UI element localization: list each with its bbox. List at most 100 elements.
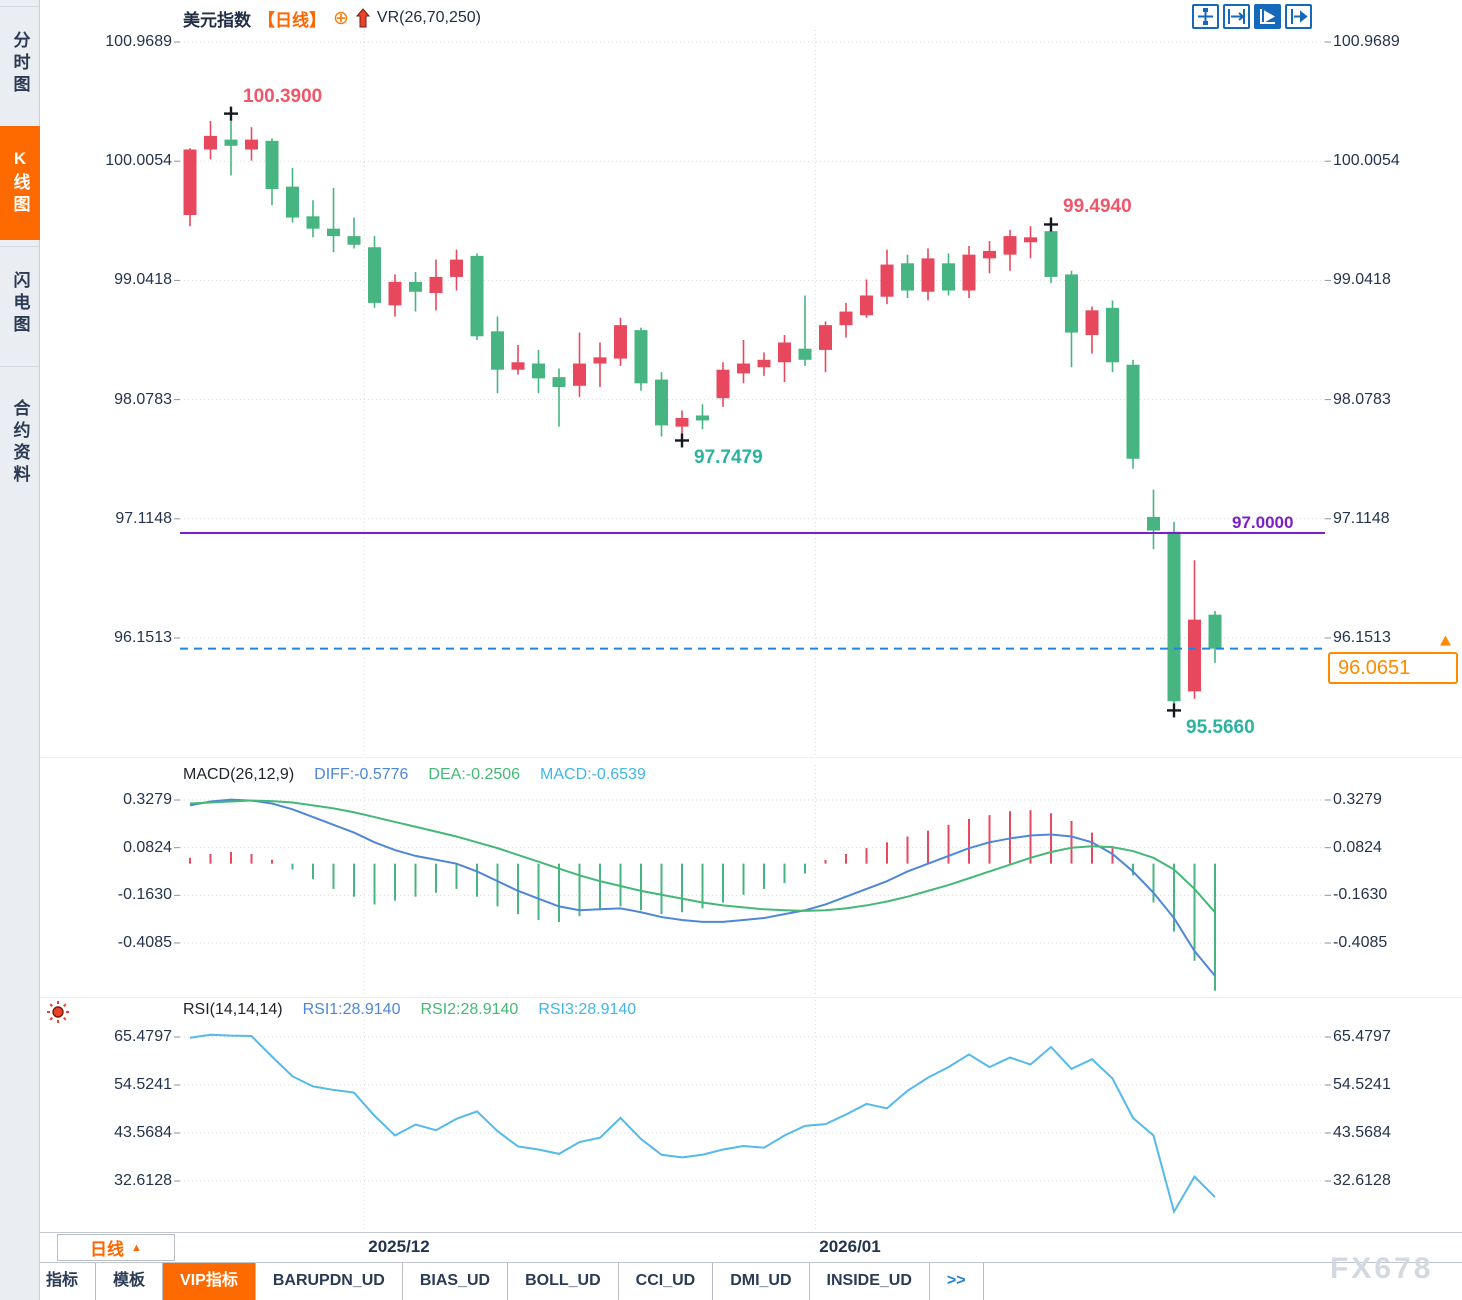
x-axis-label-1: 2026/01 — [819, 1237, 881, 1256]
candle — [286, 186, 299, 218]
candle — [1126, 364, 1140, 459]
rsi-axis-tick-right-0: 65.4797 — [1333, 1028, 1391, 1045]
sidebar-item-2[interactable]: 闪电图 — [0, 246, 40, 360]
candle — [409, 281, 422, 292]
zoom-horizontal-icon[interactable] — [1223, 4, 1250, 29]
candle — [265, 140, 279, 190]
candle — [429, 276, 443, 294]
sidebar-item-0[interactable]: 分时图 — [0, 6, 40, 120]
candle — [634, 330, 648, 384]
candle — [901, 263, 914, 291]
candle — [1167, 531, 1181, 702]
candle — [880, 264, 894, 297]
tab-bar-filler — [983, 1263, 1462, 1300]
candle — [511, 362, 525, 370]
candle — [921, 258, 935, 292]
macd-macd-value: MACD:-0.6539 — [540, 766, 646, 783]
price-axis-tick-right-4: 97.1148 — [1333, 509, 1390, 527]
candle — [778, 342, 791, 363]
macd-axis-tick-right-0: 0.3279 — [1333, 791, 1382, 808]
candle — [450, 259, 463, 277]
bottom-tab-4[interactable]: BIAS_UD — [402, 1263, 509, 1300]
candle — [1065, 274, 1078, 333]
macd-axis-tick-right-1: 0.0824 — [1333, 838, 1382, 856]
candle — [327, 228, 340, 237]
macd-axis-tick-left-2: -0.1630 — [117, 886, 172, 904]
candle — [1044, 231, 1058, 277]
price-axis-tick-left-4: 97.1148 — [115, 509, 172, 527]
bottom-tab-1[interactable]: 模板 — [96, 1263, 164, 1300]
bottom-tab-9[interactable]: >> — [929, 1263, 984, 1300]
candle — [1003, 236, 1017, 255]
candle — [1188, 619, 1201, 692]
candle — [757, 359, 771, 368]
auto-scale-icon[interactable] — [1254, 4, 1281, 29]
price-axis-tick-left-2: 99.0418 — [114, 271, 172, 289]
shift-right-icon[interactable] — [1285, 4, 1312, 29]
candle — [245, 139, 258, 150]
candle — [573, 363, 586, 386]
macd-diff-value: DIFF:-0.5776 — [314, 766, 409, 783]
bottom-tab-0[interactable]: 指标 — [29, 1263, 97, 1300]
current-price-box: 96.0651 — [1328, 651, 1458, 684]
pan-crosshair-icon[interactable] — [1192, 4, 1219, 29]
add-indicator-icon[interactable]: ⊕ — [333, 7, 349, 29]
period-selector[interactable]: 日线 ▲ — [57, 1234, 175, 1261]
price-axis-tick-right-5: 96.1513 — [1333, 629, 1391, 646]
price-axis-tick-right-3: 98.0783 — [1333, 390, 1391, 408]
macd-axis-tick-right-3: -0.4085 — [1333, 934, 1388, 951]
price-axis-tick-left-0: 100.9689 — [105, 33, 172, 50]
support-line-label: 97.0000 — [1232, 513, 1294, 532]
bottom-tab-6[interactable]: CCI_UD — [618, 1263, 714, 1300]
candle — [1085, 310, 1099, 336]
price-annotation-0: 100.3900 — [243, 85, 323, 107]
candle — [737, 363, 750, 374]
bottom-tab-3[interactable]: BARUPDN_UD — [255, 1263, 403, 1300]
candle — [614, 325, 627, 359]
candle — [696, 415, 709, 421]
price-axis-tick-right-2: 99.0418 — [1333, 271, 1391, 289]
candle — [675, 417, 689, 427]
bottom-tab-7[interactable]: DMI_UD — [713, 1263, 810, 1300]
indicator-tab-bar: 指标 模板 VIP指标 BARUPDN_UD BIAS_UD BOLL_UD CCI_UD D… — [0, 1262, 1462, 1300]
candle — [532, 363, 545, 379]
rsi1-value: RSI1:28.9140 — [302, 1001, 401, 1018]
bottom-tab-5[interactable]: BOLL_UD — [508, 1263, 619, 1300]
rsi-axis-tick-left-3: 32.6128 — [114, 1172, 172, 1189]
rsi-axis-tick-left-1: 54.5241 — [114, 1075, 172, 1093]
price-annotation-1: 99.4940 — [1063, 196, 1132, 218]
rsi-axis-tick-right-1: 54.5241 — [1333, 1075, 1391, 1093]
bottom-tab-8[interactable]: INSIDE_UD — [809, 1263, 930, 1300]
candle — [347, 236, 361, 245]
candles-layer — [183, 113, 1222, 711]
macd-pane — [189, 798, 1216, 991]
grid-lines — [40, 30, 1462, 1233]
candle — [183, 149, 197, 216]
rsi-line — [189, 1033, 1216, 1215]
macd-header: MACD(26,12,9) DIFF:-0.5776 DEA:-0.2506 M… — [183, 766, 646, 784]
price-axis-tick-left-1: 100.0054 — [105, 152, 172, 170]
price-axis-tick-right-1: 100.0054 — [1333, 152, 1400, 170]
candle — [819, 325, 832, 350]
candle — [593, 357, 607, 364]
rsi-axis-tick-left-0: 65.4797 — [114, 1028, 172, 1045]
price-axis-tick-left-5: 96.1513 — [114, 629, 172, 646]
indicator-label: VR(26,70,250) — [376, 9, 481, 26]
candle — [552, 377, 566, 388]
sidebar-item-1[interactable]: K线图 — [0, 126, 40, 240]
candle — [962, 254, 976, 291]
sidebar-item-3[interactable]: 合约资料 — [0, 366, 40, 518]
price-arrow-up-icon — [1440, 635, 1451, 646]
rsi-axis-tick-right-3: 32.6128 — [1333, 1172, 1391, 1189]
sun-icon — [46, 1000, 70, 1029]
price-annotation-2: 97.7479 — [694, 447, 763, 469]
bottom-tab-2[interactable]: VIP指标 — [163, 1263, 256, 1300]
rsi-axis-tick-right-2: 43.5684 — [1333, 1124, 1391, 1141]
price-axis-tick-left-3: 98.0783 — [114, 390, 172, 408]
candle — [839, 311, 853, 326]
candle — [1208, 614, 1222, 649]
candle — [983, 250, 996, 259]
macd-diff-line — [189, 798, 1216, 977]
rsi-header: RSI(14,14,14) RSI1:28.9140 RSI2:28.9140 … — [183, 1001, 636, 1019]
